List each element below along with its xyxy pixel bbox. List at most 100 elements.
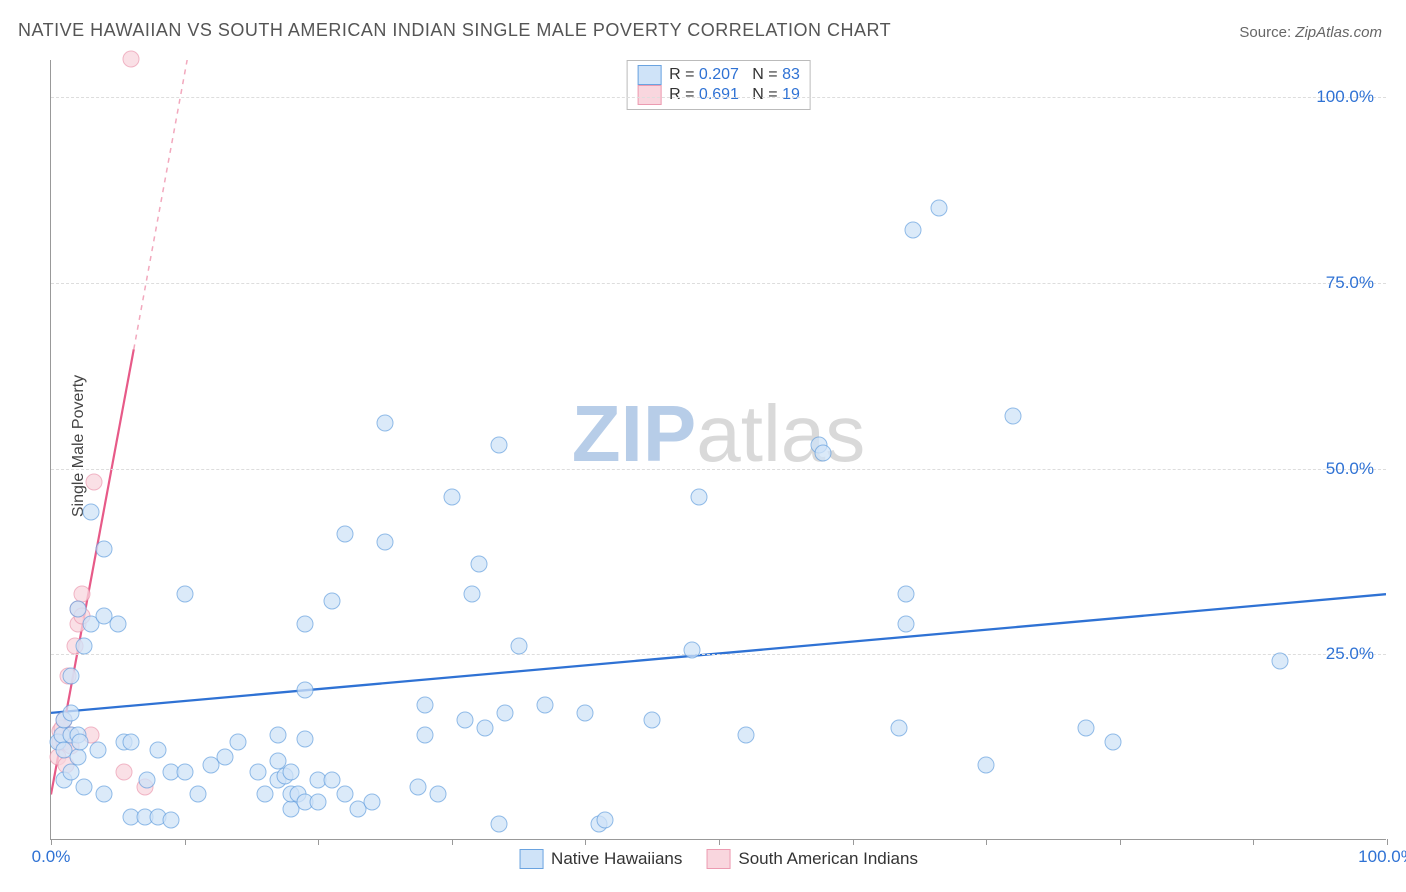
data-point bbox=[477, 719, 494, 736]
data-point bbox=[898, 615, 915, 632]
data-point bbox=[96, 786, 113, 803]
data-point bbox=[296, 615, 313, 632]
data-point bbox=[1105, 734, 1122, 751]
x-tick bbox=[853, 839, 854, 845]
legend-swatch bbox=[519, 849, 543, 869]
data-point bbox=[310, 793, 327, 810]
x-tick bbox=[51, 839, 52, 845]
x-tick bbox=[452, 839, 453, 845]
data-point bbox=[323, 771, 340, 788]
gridline-h bbox=[51, 283, 1386, 284]
legend-label: Native Hawaiians bbox=[551, 849, 682, 869]
data-point bbox=[978, 756, 995, 773]
data-point bbox=[69, 600, 86, 617]
data-point bbox=[377, 415, 394, 432]
data-point bbox=[63, 667, 80, 684]
data-point bbox=[69, 749, 86, 766]
data-point bbox=[123, 734, 140, 751]
data-point bbox=[123, 51, 140, 68]
data-point bbox=[417, 727, 434, 744]
stats-row: R = 0.691 N = 19 bbox=[637, 85, 800, 105]
series-swatch bbox=[637, 85, 661, 105]
data-point bbox=[189, 786, 206, 803]
data-point bbox=[109, 615, 126, 632]
source-label: Source: bbox=[1239, 24, 1291, 41]
data-point bbox=[891, 719, 908, 736]
x-tick bbox=[1387, 839, 1388, 845]
stats-box: R = 0.207 N = 83 R = 0.691 N = 19 bbox=[626, 60, 811, 110]
gridline-h bbox=[51, 654, 1386, 655]
data-point bbox=[323, 593, 340, 610]
data-point bbox=[737, 727, 754, 744]
trend-lines bbox=[51, 60, 1386, 839]
data-point bbox=[363, 793, 380, 810]
stats-text: R = 0.691 N = 19 bbox=[669, 86, 800, 104]
data-point bbox=[904, 221, 921, 238]
data-point bbox=[577, 704, 594, 721]
watermark-light: atlas bbox=[696, 389, 865, 478]
data-point bbox=[149, 741, 166, 758]
x-tick bbox=[585, 839, 586, 845]
y-tick-label: 25.0% bbox=[1326, 644, 1374, 664]
data-point bbox=[176, 764, 193, 781]
data-point bbox=[176, 585, 193, 602]
data-point bbox=[684, 641, 701, 658]
legend-item: South American Indians bbox=[706, 849, 918, 869]
data-point bbox=[216, 749, 233, 766]
stats-text: R = 0.207 N = 83 bbox=[669, 66, 800, 84]
x-tick-label: 0.0% bbox=[32, 847, 71, 867]
data-point bbox=[815, 444, 832, 461]
data-point bbox=[1078, 719, 1095, 736]
x-tick bbox=[986, 839, 987, 845]
data-point bbox=[898, 585, 915, 602]
legend-item: Native Hawaiians bbox=[519, 849, 682, 869]
trend-line bbox=[134, 60, 189, 349]
chart-container: NATIVE HAWAIIAN VS SOUTH AMERICAN INDIAN… bbox=[0, 0, 1406, 892]
stats-row: R = 0.207 N = 83 bbox=[637, 65, 800, 85]
data-point bbox=[296, 682, 313, 699]
data-point bbox=[139, 771, 156, 788]
data-point bbox=[256, 786, 273, 803]
series-swatch bbox=[637, 65, 661, 85]
data-point bbox=[76, 637, 93, 654]
data-point bbox=[96, 541, 113, 558]
data-point bbox=[283, 764, 300, 781]
watermark-bold: ZIP bbox=[572, 389, 696, 478]
data-point bbox=[85, 474, 102, 491]
gridline-h bbox=[51, 469, 1386, 470]
data-point bbox=[490, 437, 507, 454]
source-value: ZipAtlas.com bbox=[1295, 24, 1382, 41]
chart-title: NATIVE HAWAIIAN VS SOUTH AMERICAN INDIAN… bbox=[18, 20, 891, 41]
data-point bbox=[457, 712, 474, 729]
source-attribution: Source: ZipAtlas.com bbox=[1239, 24, 1382, 41]
legend-label: South American Indians bbox=[738, 849, 918, 869]
plot-area: ZIPatlas R = 0.207 N = 83 R = 0.691 N = 1… bbox=[50, 60, 1386, 840]
data-point bbox=[410, 779, 427, 796]
data-point bbox=[336, 526, 353, 543]
data-point bbox=[89, 741, 106, 758]
data-point bbox=[1272, 652, 1289, 669]
data-point bbox=[470, 556, 487, 573]
data-point bbox=[296, 730, 313, 747]
data-point bbox=[116, 764, 133, 781]
data-point bbox=[230, 734, 247, 751]
x-tick bbox=[318, 839, 319, 845]
x-tick bbox=[719, 839, 720, 845]
data-point bbox=[537, 697, 554, 714]
data-point bbox=[443, 489, 460, 506]
x-tick-label: 100.0% bbox=[1358, 847, 1406, 867]
data-point bbox=[63, 704, 80, 721]
data-point bbox=[336, 786, 353, 803]
watermark: ZIPatlas bbox=[572, 388, 865, 480]
data-point bbox=[163, 812, 180, 829]
data-point bbox=[430, 786, 447, 803]
data-point bbox=[76, 779, 93, 796]
data-point bbox=[83, 504, 100, 521]
data-point bbox=[644, 712, 661, 729]
data-point bbox=[1004, 407, 1021, 424]
y-tick-label: 50.0% bbox=[1326, 459, 1374, 479]
data-point bbox=[497, 704, 514, 721]
x-tick bbox=[1253, 839, 1254, 845]
data-point bbox=[270, 727, 287, 744]
x-tick bbox=[1120, 839, 1121, 845]
